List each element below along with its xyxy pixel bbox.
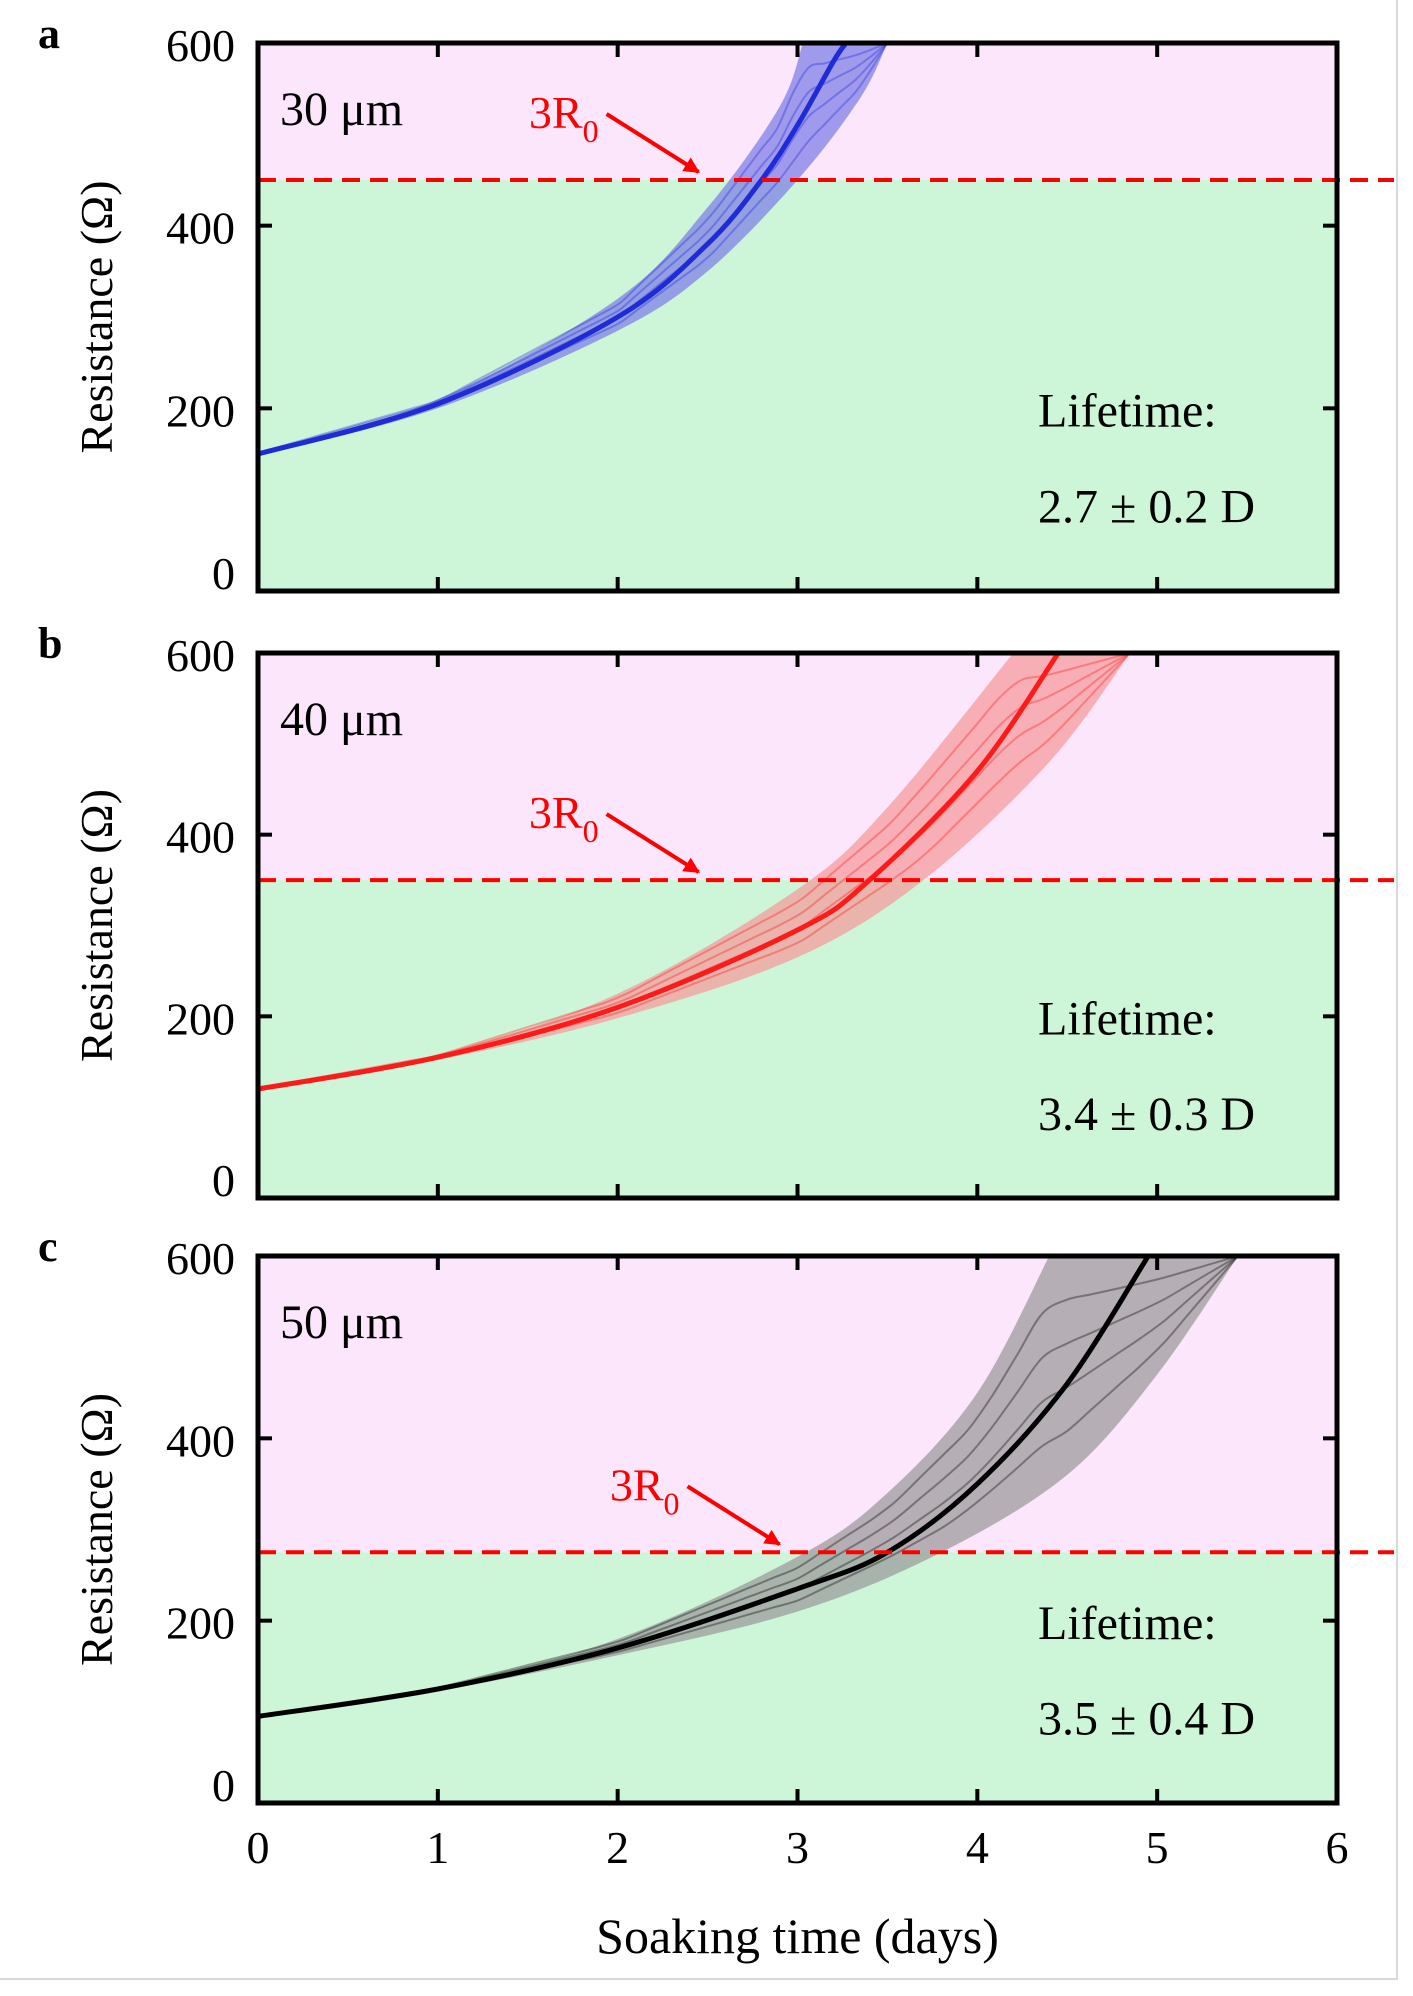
lifetime-value: 2.7 ± 0.2 D bbox=[1038, 481, 1255, 534]
threshold-arrow bbox=[605, 112, 700, 174]
region-below-threshold bbox=[258, 180, 1337, 591]
lifetime-value: 3.4 ± 0.3 D bbox=[1038, 1088, 1255, 1141]
bottom-border-rule bbox=[0, 1978, 1398, 1980]
y-tick-label: 600 bbox=[166, 630, 235, 681]
lifetime-title: Lifetime: bbox=[1038, 993, 1217, 1046]
y-tick-label: 0 bbox=[212, 1155, 235, 1206]
right-border-rule bbox=[1396, 0, 1398, 1980]
sample-label: 40 μm bbox=[280, 693, 403, 746]
lifetime-title: Lifetime: bbox=[1038, 1597, 1217, 1650]
x-tick-label: 5 bbox=[1146, 1822, 1169, 1873]
lifetime-title: Lifetime: bbox=[1038, 385, 1217, 438]
y-axis-label: Resistance (Ω) bbox=[71, 789, 122, 1062]
y-axis-label: Resistance (Ω) bbox=[71, 1393, 122, 1666]
mean-curve bbox=[258, 43, 849, 457]
mean-curve bbox=[258, 653, 1061, 1092]
sample-label: 30 μm bbox=[280, 83, 403, 136]
y-tick-label: 400 bbox=[166, 812, 235, 863]
sample-trace bbox=[258, 43, 888, 454]
x-tick-label: 3 bbox=[786, 1822, 809, 1873]
sample-label: 50 μm bbox=[280, 1296, 403, 1349]
lifetime-value: 3.5 ± 0.4 D bbox=[1038, 1693, 1255, 1746]
y-tick-label: 200 bbox=[166, 385, 235, 436]
y-tick-label: 200 bbox=[166, 993, 235, 1044]
threshold-subscript: 0 bbox=[583, 813, 599, 849]
sample-trace bbox=[258, 43, 889, 455]
y-tick-label: 400 bbox=[166, 203, 235, 254]
threshold-subscript: 0 bbox=[583, 113, 599, 149]
threshold-arrow bbox=[686, 1484, 781, 1546]
threshold-arrow bbox=[605, 812, 700, 874]
panel-label: a bbox=[38, 9, 60, 58]
y-tick-label: 200 bbox=[166, 1598, 235, 1649]
region-above-threshold bbox=[258, 653, 1337, 881]
x-tick-label: 6 bbox=[1326, 1822, 1349, 1873]
uncertainty-band bbox=[258, 1256, 1239, 1717]
x-tick-label: 0 bbox=[247, 1822, 270, 1873]
y-tick-label: 400 bbox=[166, 1415, 235, 1466]
uncertainty-band bbox=[258, 43, 888, 456]
y-tick-label: 600 bbox=[166, 1233, 235, 1284]
y-tick-label: 600 bbox=[166, 20, 235, 71]
x-tick-label: 4 bbox=[966, 1822, 989, 1873]
mean-curve bbox=[258, 1256, 1151, 1719]
y-tick-label: 0 bbox=[212, 548, 235, 599]
y-tick-label: 0 bbox=[212, 1760, 235, 1811]
uncertainty-band bbox=[258, 653, 1131, 1090]
x-axis-label: Soaking time (days) bbox=[596, 1908, 999, 1964]
y-axis-label: Resistance (Ω) bbox=[71, 180, 122, 453]
x-tick-label: 1 bbox=[426, 1822, 449, 1873]
panel-label: c bbox=[38, 1222, 58, 1271]
x-tick-label: 2 bbox=[606, 1822, 629, 1873]
threshold-subscript: 0 bbox=[664, 1485, 680, 1521]
panel-label: b bbox=[38, 619, 62, 668]
